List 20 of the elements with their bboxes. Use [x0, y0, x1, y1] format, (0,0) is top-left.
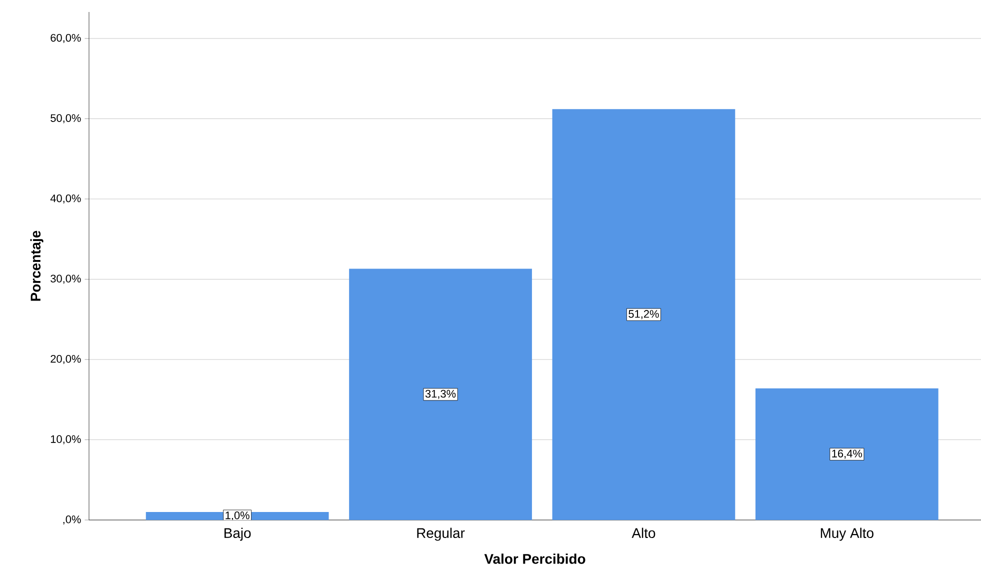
x-tick-label: Alto — [632, 528, 656, 538]
x-tick-label: Regular — [417, 528, 465, 541]
data-label: 1,0% — [226, 511, 250, 521]
x-tick-label: Bajo — [224, 528, 251, 541]
y-tick-label: 40,0% — [50, 194, 81, 204]
x-axis-title: Valor Percibido — [484, 554, 586, 564]
x-tick-label: Muy Alto — [820, 528, 874, 541]
y-tick-label: ,0% — [63, 515, 81, 525]
y-tick-label: 50,0% — [50, 114, 81, 124]
y-tick-label: 10,0% — [50, 435, 81, 444]
bar — [552, 109, 736, 520]
y-axis-title: Porcentaje — [30, 230, 44, 301]
data-label: 51,2% — [628, 310, 659, 320]
y-tick-label: 20,0% — [50, 354, 81, 364]
y-tick-label: 30,0% — [50, 274, 81, 284]
data-label: 31,3% — [425, 390, 456, 399]
y-tick-label: 60,0% — [50, 34, 81, 44]
bar — [755, 388, 938, 520]
bar — [349, 268, 532, 520]
data-label: 16,4% — [832, 450, 862, 459]
